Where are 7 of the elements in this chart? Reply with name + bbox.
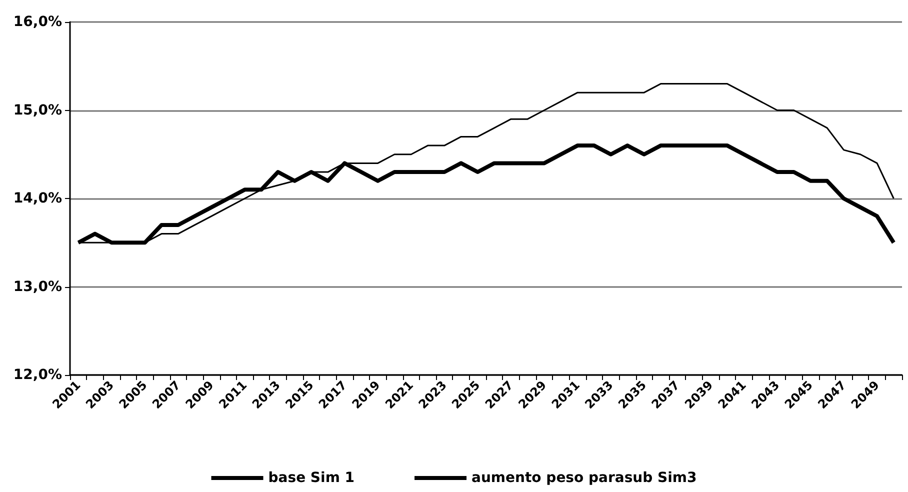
y-tick-label: 14,0% <box>13 190 62 206</box>
y-tick-label: 12,0% <box>13 367 62 383</box>
y-tick-label: 13,0% <box>13 278 62 295</box>
y-tick-label: 15,0% <box>13 102 62 118</box>
legend-label: aumento peso parasub Sim3 <box>472 470 697 486</box>
y-tick-label: 16,0% <box>13 14 62 30</box>
legend-label: base Sim 1 <box>268 470 355 486</box>
